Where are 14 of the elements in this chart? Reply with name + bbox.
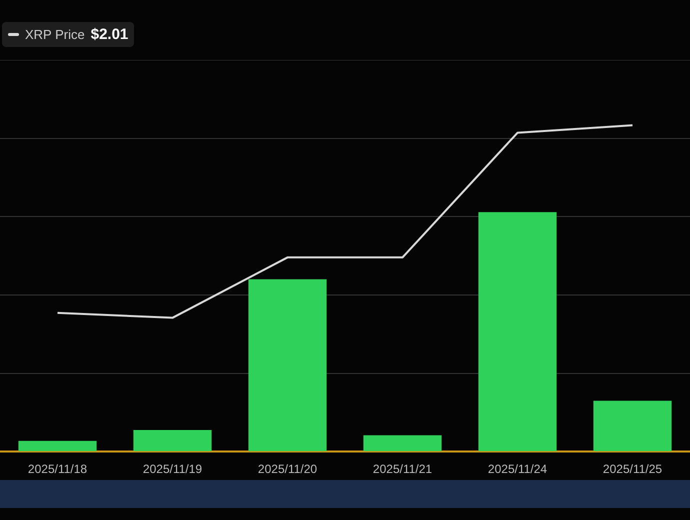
x-tick-label: 2025/11/25 [602,462,662,476]
x-tick-label: 2025/11/20 [258,462,318,476]
legend-label: XRP Price [25,27,85,42]
text: $2.01 [90,26,128,43]
x-tick-label: 2025/11/21 [372,462,432,476]
x-tick-label: 2025/11/19 [142,462,202,476]
x-tick-label: 2025/11/24 [488,462,548,476]
bar [593,400,672,452]
bar [363,435,442,452]
bar [248,279,327,452]
x-tick-label: 2025/11/18 [28,462,88,476]
bar [478,212,557,452]
bar [18,440,97,452]
bar [133,430,212,452]
